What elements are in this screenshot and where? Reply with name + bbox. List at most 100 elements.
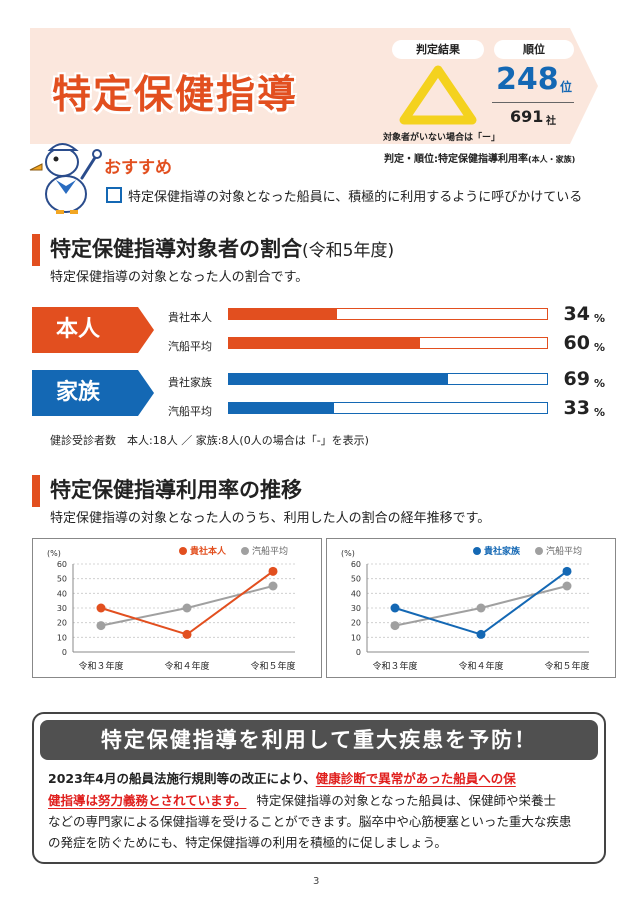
data-point — [562, 581, 572, 591]
prevent-line-2b: 特定保健指導の対象となった船員は、保健師や栄養士 — [256, 793, 557, 808]
examinee-count: 健診受診者数 本人:18人 ／ 家族:8人(0人の場合は「-」を表示) — [50, 434, 369, 447]
prevent-line-2: 健指導は努力義務とされています。 特定保健指導の対象となった船員は、保健師や栄養士 — [48, 790, 556, 809]
ratio-bar — [228, 337, 548, 349]
y-tick-label: 30 — [351, 604, 361, 613]
prevent-line-1a: 2023年4月の船員法施行規則等の改正により、 — [48, 771, 316, 786]
series-line — [394, 570, 568, 636]
ratio-unit: % — [594, 406, 606, 419]
ratio-bar-fill — [229, 338, 420, 348]
y-tick-label: 40 — [57, 589, 67, 598]
prevent-heading: 特定保健指導を利用して重大疾患を予防！ — [40, 720, 598, 760]
group-tag-family: 家族 — [32, 370, 138, 416]
y-tick-label: 60 — [57, 560, 67, 569]
group-tag-family-arrow — [138, 370, 154, 416]
ratio-bar — [228, 308, 548, 320]
note-criteria-sub: (本人・家族) — [528, 155, 576, 164]
y-tick-label: 10 — [57, 633, 67, 642]
data-point — [182, 629, 192, 639]
data-point — [562, 566, 572, 576]
ratio-unit: % — [594, 341, 606, 354]
legend-label: 貴社家族 — [484, 545, 521, 557]
rank-value: 248 — [496, 62, 559, 97]
legend-label: 汽船平均 — [252, 545, 288, 557]
data-point — [476, 603, 486, 613]
group-tag-self: 本人 — [32, 307, 138, 353]
rank-total: 691 — [510, 107, 544, 126]
x-tick-label: 令和４年度 — [458, 660, 503, 672]
y-tick-label: 60 — [351, 560, 361, 569]
recommend-checkbox[interactable] — [106, 187, 122, 203]
legend-label: 貴社本人 — [190, 545, 227, 557]
y-tick-label: 30 — [57, 604, 67, 613]
ratio-title-suffix: (令和5年度) — [302, 241, 395, 261]
y-tick-label: 50 — [57, 575, 67, 584]
data-point — [268, 581, 278, 591]
section-marker — [32, 475, 40, 507]
x-tick-label: 令和４年度 — [164, 660, 209, 672]
page-number: 3 — [313, 876, 320, 887]
y-tick-label: 0 — [356, 648, 361, 657]
ratio-section-subtitle: 特定保健指導の対象となった人の割合です。 — [50, 270, 309, 285]
y-tick-label: 40 — [351, 589, 361, 598]
ratio-bar-fill — [229, 403, 334, 413]
trend-chart-family-svg: (%) 0 10 20 30 40 50 60 令和３年度 令和４年度 令和５年度 貴社家族 汽船平均 — [341, 545, 590, 672]
result-label-pill: 判定結果 — [392, 40, 484, 59]
rank-divider — [492, 102, 574, 103]
ratio-unit: % — [594, 312, 606, 325]
prevent-highlight-1: 健康診断で異常があった船員への保 — [315, 771, 516, 786]
trend-section-title: 特定保健指導利用率の推移 — [50, 478, 302, 502]
x-tick-label: 令和３年度 — [372, 660, 417, 672]
y-tick-label: 0 — [62, 648, 67, 657]
ratio-section-title: 特定保健指導対象者の割合(令和5年度) — [50, 233, 394, 263]
y-tick-label: 20 — [351, 619, 361, 628]
triangle-judgement-icon — [399, 65, 477, 125]
x-tick-label: 令和５年度 — [250, 660, 295, 672]
data-point — [268, 566, 278, 576]
trend-chart-self: (%) 0 10 20 30 40 50 60 令和３年度 令和４年度 令和５年度 貴社本人 汽船平均 — [32, 538, 322, 678]
data-point — [96, 603, 106, 613]
y-axis-unit: (%) — [341, 549, 355, 558]
legend-marker — [535, 547, 543, 555]
ratio-value: 33 — [563, 397, 590, 419]
prevent-line-1: 2023年4月の船員法施行規則等の改正により、健康診断で異常があった船員への保 — [48, 768, 516, 787]
rank-unit: 位 — [560, 80, 573, 94]
x-tick-label: 令和５年度 — [544, 660, 589, 672]
bar-label: 貴社家族 — [168, 376, 212, 389]
prevent-line-3: などの専門家による保健指導を受けることができます。脳卒中や心筋梗塞といった重大な… — [48, 814, 572, 829]
data-point — [182, 603, 192, 613]
section-marker — [32, 234, 40, 266]
y-tick-label: 20 — [57, 619, 67, 628]
y-axis-unit: (%) — [47, 549, 61, 558]
ratio-value: 34 — [563, 303, 590, 325]
ratio-bar — [228, 373, 548, 385]
rank-label-pill: 順位 — [494, 40, 574, 59]
x-tick-label: 令和３年度 — [78, 660, 123, 672]
data-point — [390, 621, 400, 631]
data-point — [96, 621, 106, 631]
recommend-heading: おすすめ — [104, 158, 172, 178]
trend-section-subtitle: 特定保健指導の対象となった人のうち、利用した人の割合の経年推移です。 — [50, 511, 491, 526]
y-tick-label: 10 — [351, 633, 361, 642]
recommend-text: 特定保健指導の対象となった船員に、積極的に利用するように呼びかけている — [128, 190, 583, 205]
ratio-title-main: 特定保健指導対象者の割合 — [50, 237, 302, 261]
legend-marker — [473, 547, 481, 555]
trend-chart-self-svg: (%) 0 10 20 30 40 50 60 令和３年度 令和４年度 令和５年度 貴社本人 汽船平均 — [47, 545, 296, 672]
group-tag-self-arrow — [138, 307, 154, 353]
note-no-target: 対象者がいない場合は「ー」 — [383, 133, 501, 143]
seagull-mascot-icon — [29, 143, 102, 214]
data-point — [476, 629, 486, 639]
rank-total-unit: 社 — [546, 116, 556, 127]
prevent-highlight-2: 健指導は努力義務とされています。 — [48, 793, 247, 808]
ratio-value: 60 — [563, 332, 590, 354]
data-point — [390, 603, 400, 613]
note-criteria: 判定・順位:特定保健指導利用率(本人・家族) — [384, 150, 575, 165]
series-line — [100, 570, 274, 636]
y-tick-label: 50 — [351, 575, 361, 584]
bar-label: 貴社本人 — [168, 311, 212, 324]
prevent-line-4: の発症を防ぐためにも、特定保健指導の利用を積極的に促しましょう。 — [48, 835, 447, 850]
ratio-bar — [228, 402, 548, 414]
ratio-value: 69 — [563, 368, 590, 390]
ratio-bar-fill — [229, 374, 449, 384]
header-banner-arrow — [570, 28, 598, 144]
legend-label: 汽船平均 — [546, 545, 582, 557]
